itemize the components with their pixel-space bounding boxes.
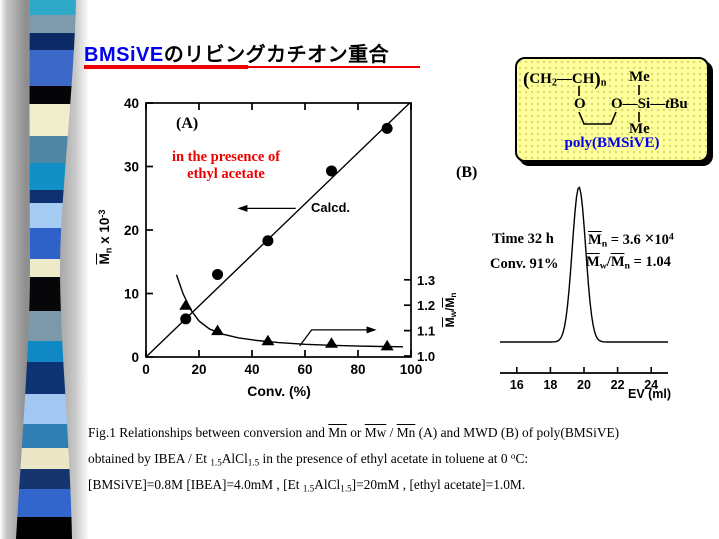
- silyl-group: O—Si—tBu: [611, 96, 688, 112]
- oxygen-left: O: [574, 96, 586, 112]
- mn-value: Mn = 3.6 ×104: [588, 228, 674, 250]
- caption-line-3: [BMSiVE]=0.8M [IBEA]=4.0mM , [Et 1.5AlCl…: [88, 476, 526, 493]
- mwmn-value: Mw/Mn = 1.04: [586, 254, 671, 272]
- methyl-bottom: Me: [629, 121, 650, 137]
- svg-text:80: 80: [350, 362, 365, 377]
- structure-name: poly(BMSiVE): [564, 135, 660, 151]
- figure-caption: Fig.1 Relationships between conversion a…: [88, 422, 716, 499]
- svg-text:18: 18: [543, 378, 557, 392]
- svg-text:1.1: 1.1: [417, 324, 435, 339]
- svg-text:40: 40: [124, 96, 139, 111]
- decorative-ribbon: [16, 0, 76, 539]
- svg-text:10: 10: [124, 287, 139, 302]
- title-rest: のリビングカチオン重合: [163, 44, 390, 66]
- caption-line-2: obtained by IBEA / Et 1.5AlCl1.5 in the …: [88, 450, 529, 467]
- caption-line-1: Fig.1 Relationships between conversion a…: [88, 425, 620, 440]
- svg-text:30: 30: [124, 160, 139, 175]
- title-highlight: BMSiVE: [84, 44, 164, 66]
- svg-text:1.0: 1.0: [417, 349, 435, 364]
- svg-text:60: 60: [297, 362, 312, 377]
- panel-b-plot: 16 18 20 22 24: [500, 186, 668, 392]
- methyl-top: Me: [629, 69, 650, 85]
- calcd-line-label: Calcd.: [311, 200, 351, 215]
- svg-text:16: 16: [510, 378, 524, 392]
- svg-text:24: 24: [644, 378, 658, 392]
- panel-b-label: (B): [456, 164, 478, 181]
- svg-text:20: 20: [577, 378, 591, 392]
- svg-text:0: 0: [131, 350, 139, 365]
- formula-backbone: (CH2—CH)n: [523, 69, 607, 90]
- panel-a-plot: 0 20 40 60 80 100 0 10 20 30 40 1.0 1.1 1.2 1.3: [124, 96, 435, 377]
- page-title: BMSiVEのリビングカチオン重合: [84, 38, 389, 67]
- panel-a-xaxis-title: Conv. (%): [247, 383, 311, 399]
- bond-lines: [578, 85, 640, 125]
- title-underline-extension: [248, 66, 420, 68]
- time-value: Time 32 h: [492, 231, 554, 247]
- panel-a-left-axis-title: Mn x 10-3: [97, 209, 114, 265]
- svg-text:22: 22: [611, 378, 625, 392]
- svg-text:20: 20: [124, 223, 139, 238]
- svg-text:1.2: 1.2: [417, 298, 435, 313]
- panel-b-xaxis-title: EV (ml): [628, 387, 672, 401]
- svg-text:20: 20: [191, 362, 206, 377]
- svg-text:1.3: 1.3: [417, 273, 435, 288]
- structure-box: (CH2—CH)n Me O O—Si—tBu Me poly(BMSiVE): [515, 57, 709, 162]
- svg-text:100: 100: [400, 362, 423, 377]
- svg-text:40: 40: [244, 362, 259, 377]
- svg-text:0: 0: [142, 362, 150, 377]
- panel-a-label: (A): [176, 115, 199, 132]
- panel-a-annotation: in the presence of ethyl acetate: [171, 149, 281, 182]
- conversion-value: Conv. 91%: [490, 256, 559, 272]
- title-underline: [84, 65, 248, 69]
